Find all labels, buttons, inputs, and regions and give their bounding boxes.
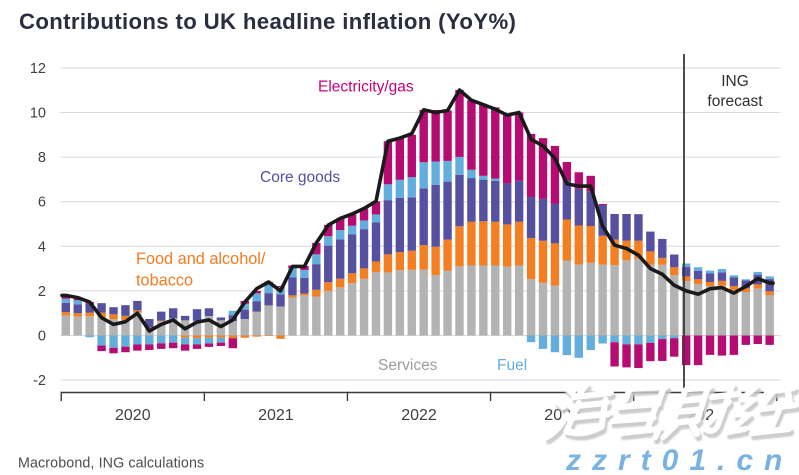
svg-text:Food and alcohol/: Food and alcohol/ (136, 250, 266, 268)
svg-text:0: 0 (38, 329, 46, 345)
svg-text:tobacco: tobacco (136, 272, 193, 290)
svg-text:Core goods: Core goods (260, 169, 340, 186)
svg-text:Electricity/gas: Electricity/gas (318, 79, 414, 96)
svg-text:12: 12 (30, 61, 46, 77)
svg-text:forecast: forecast (707, 93, 763, 110)
svg-text:-2: -2 (33, 373, 46, 389)
svg-text:2021: 2021 (258, 407, 294, 424)
svg-text:2020: 2020 (115, 407, 151, 424)
svg-text:Contributions to UK headline i: Contributions to UK headline inflation (… (19, 9, 516, 34)
svg-text:ING: ING (721, 73, 749, 90)
svg-text:zzrt01.cn: zzrt01.cn (565, 444, 793, 475)
svg-text:4: 4 (38, 239, 46, 255)
svg-text:2: 2 (38, 284, 46, 300)
svg-text:6: 6 (38, 195, 46, 211)
svg-text:Fuel: Fuel (497, 357, 527, 374)
svg-text:Services: Services (378, 357, 438, 374)
svg-text:8: 8 (38, 150, 46, 166)
svg-text:Macrobond, ING calculations: Macrobond, ING calculations (18, 456, 204, 472)
svg-text:2022: 2022 (401, 407, 437, 424)
svg-text:10: 10 (30, 106, 46, 122)
